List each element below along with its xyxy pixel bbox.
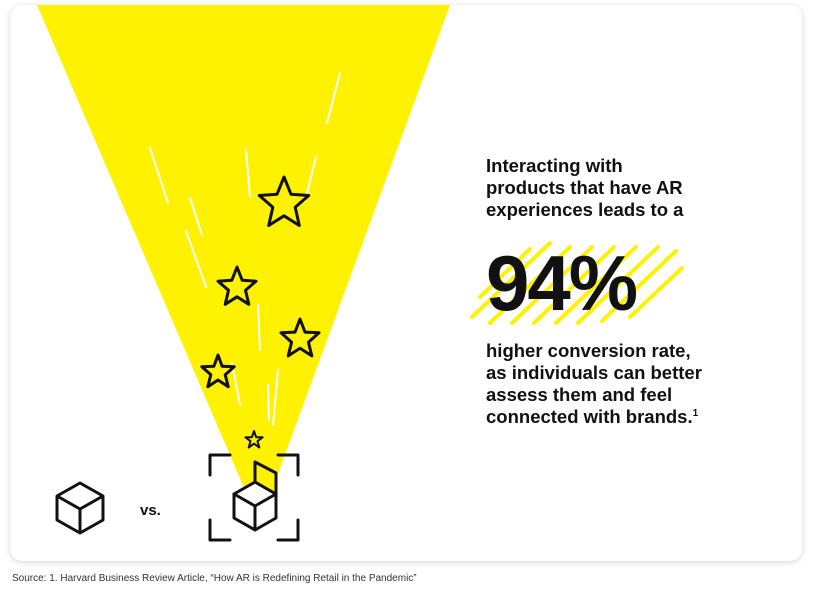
spotlight-beam — [37, 5, 450, 490]
body-line: as individuals can better — [486, 362, 702, 383]
light-streaks — [149, 72, 341, 426]
footnote-marker: 1 — [692, 407, 699, 419]
star-icon — [244, 430, 264, 449]
source-citation: Source: 1. Harvard Business Review Artic… — [12, 573, 417, 584]
body-line: higher conversion rate, — [486, 340, 691, 361]
headline-line: products that have AR — [486, 177, 683, 198]
star-icon — [257, 175, 311, 227]
cube-icon — [55, 481, 105, 535]
headline-line: Interacting with — [486, 155, 623, 176]
spotlight-illustration — [37, 5, 684, 542]
body-text: higher conversion rate, as individuals c… — [486, 340, 786, 428]
vs-label: vs. — [140, 502, 161, 519]
headline: Interacting with products that have AR e… — [486, 155, 786, 221]
ar-cube-icon — [208, 453, 300, 542]
star-icon — [200, 353, 236, 389]
stat-value: 94% — [486, 239, 638, 327]
stat-block: 94% — [450, 235, 710, 335]
headline-line: experiences leads to a — [486, 199, 684, 220]
stat-highlight — [470, 241, 684, 325]
body-line: connected with brands.1 — [486, 406, 786, 428]
star-icon — [216, 265, 258, 306]
infographic-card: Interacting with products that have AR e… — [10, 5, 802, 561]
star-icon — [279, 317, 321, 358]
body-line-text: connected with brands. — [486, 406, 693, 427]
body-line: assess them and feel — [486, 384, 673, 405]
